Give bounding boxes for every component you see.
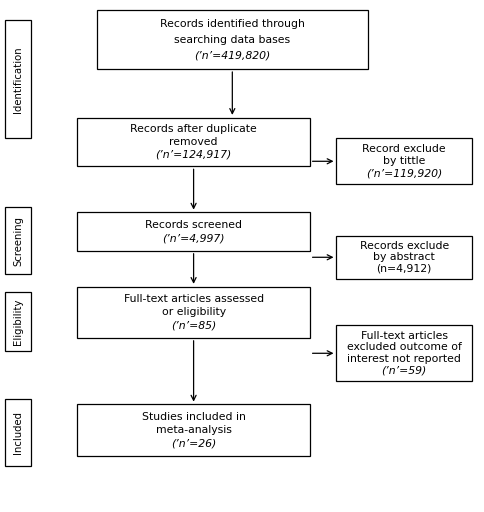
Text: (’n’=59): (’n’=59) <box>381 366 427 376</box>
Text: (’n’=419,820): (’n’=419,820) <box>194 50 271 60</box>
Text: Studies included in: Studies included in <box>142 412 245 421</box>
Text: excluded outcome of: excluded outcome of <box>347 343 462 352</box>
Text: interest not reported: interest not reported <box>347 354 461 364</box>
Text: (’n’=26): (’n’=26) <box>171 439 216 449</box>
Text: Included: Included <box>13 411 23 454</box>
Bar <box>336 325 472 381</box>
Text: (n=4,912): (n=4,912) <box>377 264 432 274</box>
Bar <box>5 207 31 274</box>
Bar <box>77 118 310 166</box>
Text: meta-analysis: meta-analysis <box>156 425 231 435</box>
Text: Records screened: Records screened <box>145 220 242 230</box>
Bar <box>77 212 310 251</box>
Text: Eligibility: Eligibility <box>13 298 23 345</box>
Text: Record exclude: Record exclude <box>363 144 446 154</box>
Text: removed: removed <box>169 137 218 147</box>
Bar <box>5 399 31 466</box>
Text: (’n’=4,997): (’n’=4,997) <box>162 233 225 244</box>
Bar <box>5 292 31 351</box>
Text: Records after duplicate: Records after duplicate <box>130 124 257 134</box>
Bar <box>77 287 310 338</box>
Bar <box>97 10 368 69</box>
Text: by tittle: by tittle <box>383 156 425 166</box>
Bar <box>336 138 472 184</box>
Text: or eligibility: or eligibility <box>162 307 226 317</box>
Text: Full-text articles: Full-text articles <box>361 331 448 340</box>
Text: (’n’=119,920): (’n’=119,920) <box>366 168 442 178</box>
Text: by abstract: by abstract <box>373 252 435 262</box>
Text: Full-text articles assessed: Full-text articles assessed <box>123 294 264 304</box>
Text: (’n’=124,917): (’n’=124,917) <box>155 150 232 160</box>
Text: Records identified through: Records identified through <box>160 19 305 29</box>
Text: (’n’=85): (’n’=85) <box>171 321 216 331</box>
Text: Records exclude: Records exclude <box>360 241 449 251</box>
Bar <box>5 20 31 138</box>
Text: Screening: Screening <box>13 216 23 266</box>
Bar <box>77 404 310 456</box>
Text: searching data bases: searching data bases <box>174 35 290 45</box>
Text: Identification: Identification <box>13 46 23 113</box>
Bar <box>336 236 472 279</box>
